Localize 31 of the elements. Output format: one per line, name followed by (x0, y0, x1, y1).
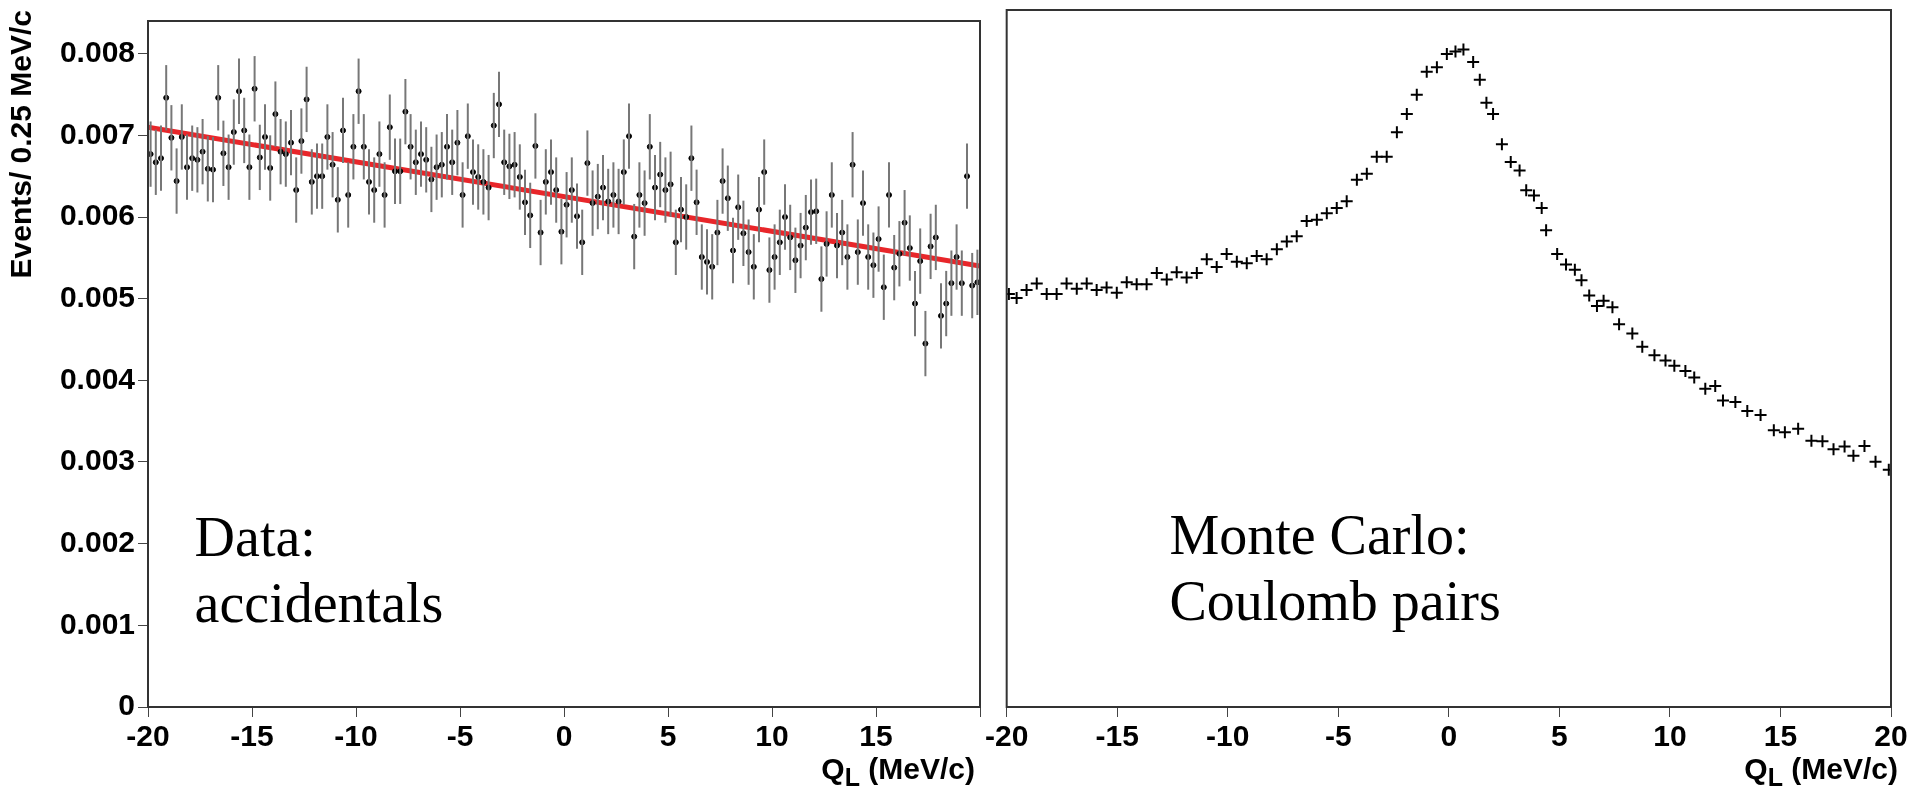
y-tick-label: 0.004 (59, 361, 136, 395)
y-tick-label: 0.003 (59, 443, 135, 477)
x-tick-label: -20 (126, 719, 170, 753)
x-tick-label: 10 (755, 719, 789, 753)
x-tick-label: 15 (1763, 719, 1798, 753)
y-axis-title: Events/ 0.25 MeV/c (4, 10, 38, 281)
x-tick-label: -20 (985, 719, 1029, 753)
y-tick-label: 0.001 (59, 606, 135, 640)
y-tick-label: 0 (118, 688, 135, 722)
x-axis-title: Q$_{L}$ (MeV/c) (821, 752, 975, 792)
y-tick-label: 0.002 (59, 524, 135, 558)
x-tick-label: 5 (659, 719, 677, 753)
y-tick-label: 0.006 (59, 198, 135, 232)
x-tick-label: -10 (334, 719, 378, 753)
x-tick-label: -5 (446, 719, 474, 753)
x-axis-title: Q$_{L}$ (MeV/c) (1744, 752, 1898, 792)
x-tick-label: 0 (1440, 719, 1458, 753)
y-tick-label: 0.007 (59, 116, 135, 150)
x-tick-label: 5 (1551, 719, 1568, 753)
x-tick-label: -5 (1324, 719, 1352, 753)
x-tick-label: -15 (1095, 719, 1139, 753)
x-tick-label: 0 (555, 719, 573, 753)
x-tick-label: -15 (230, 719, 274, 753)
y-tick-label: 0.008 (59, 34, 135, 68)
y-tick-label: 0.005 (59, 279, 135, 313)
x-tick-label: 10 (1653, 719, 1687, 753)
x-tick-label: -10 (1206, 719, 1250, 753)
x-tick-label: 15 (859, 719, 893, 753)
annotation: Data: accidentals (194, 506, 444, 635)
annotation: Monte Carlo: Coulomb pairs (1169, 503, 1501, 632)
x-tick-label: 20 (1874, 719, 1908, 753)
